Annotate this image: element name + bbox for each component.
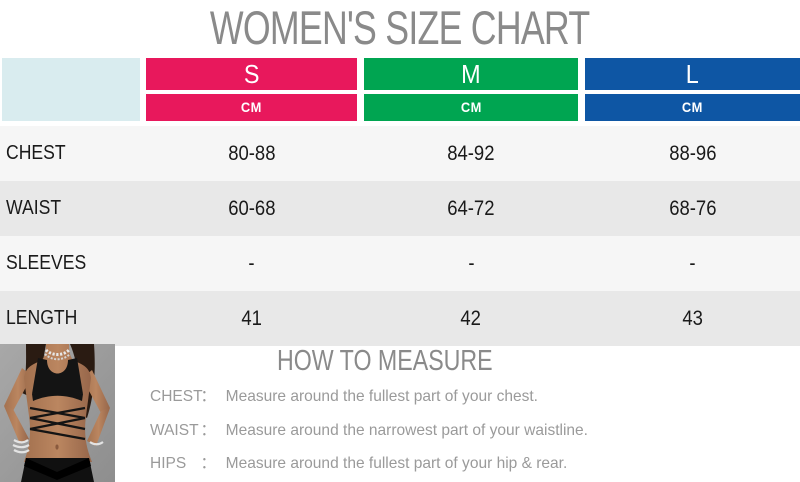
measure-text-hips: Measure around the fullest part of your … (225, 455, 568, 472)
cell-chest-l: 88-96 (585, 126, 800, 181)
row-label-waist-text: WAIST (6, 197, 62, 219)
cell-waist-l: 68-76 (585, 181, 800, 236)
cell-waist-m: 64-72 (364, 181, 578, 236)
measure-colon: ： (200, 455, 216, 472)
measure-text-chest: Measure around the fullest part of your … (225, 388, 538, 405)
measure-text-waist: Measure around the narrowest part of you… (225, 422, 589, 439)
cell-length-m: 42 (364, 291, 578, 346)
cell-sleeves-s: - (146, 236, 357, 291)
measure-instruction-hips: HIPS ： Measure around the fullest part of … (150, 453, 670, 475)
measure-instruction-waist: WAIST： Measure around the narrowest part … (150, 420, 670, 442)
row-label-length-text: LENGTH (6, 307, 78, 329)
page-title-text: WOMEN'S SIZE CHART (210, 1, 590, 54)
cell-sleeves-m: - (364, 236, 578, 291)
unit-header-l: CM (585, 94, 800, 121)
cell-waist-l-text: 68-76 (668, 197, 717, 220)
table-row-chest: CHEST 80-88 84-92 88-96 (0, 126, 800, 181)
cell-chest-s: 80-88 (146, 126, 357, 181)
unit-header-m-label: CM (460, 99, 482, 115)
size-header-l: L (585, 58, 800, 90)
measure-label-hips: HIPS (150, 455, 187, 472)
cell-length-l: 43 (585, 291, 800, 346)
measure-label-waist: WAIST (150, 422, 199, 439)
unit-header-s-label: CM (241, 99, 262, 115)
unit-header-l-label: CM (682, 99, 703, 115)
how-to-measure-title-text: HOW TO MEASURE (277, 345, 493, 377)
table-row-length: LENGTH 41 42 43 (0, 291, 800, 346)
measure-instruction-chest: CHEST： Measure around the fullest part of… (150, 386, 670, 408)
header-corner-cell (2, 58, 140, 121)
cell-waist-s-text: 60-68 (227, 197, 276, 220)
size-header-s-label: S (243, 59, 260, 89)
cell-length-m-text: 42 (460, 307, 482, 330)
row-label-chest: CHEST (0, 126, 140, 181)
row-label-sleeves-text: SLEEVES (6, 252, 87, 274)
table-row-sleeves: SLEEVES - - - (0, 236, 800, 291)
table-row-waist: WAIST 60-68 64-72 68-76 (0, 181, 800, 236)
measure-colon: ： (200, 388, 216, 405)
row-label-waist: WAIST (0, 181, 140, 236)
size-header-m: M (364, 58, 578, 90)
how-to-measure-title: HOW TO MEASURE (170, 346, 600, 376)
cell-chest-m-text: 84-92 (447, 142, 495, 165)
cell-length-s-text: 41 (241, 307, 262, 330)
cell-waist-m-text: 64-72 (447, 197, 495, 220)
page-title: WOMEN'S SIZE CHART (0, 0, 800, 57)
measure-colon: ： (200, 422, 216, 439)
measure-label-chest: CHEST (150, 388, 203, 405)
model-photo-illustration (0, 344, 115, 482)
cell-chest-l-text: 88-96 (668, 142, 717, 165)
cell-sleeves-m-text: - (467, 252, 475, 275)
unit-header-m: CM (364, 94, 578, 121)
cell-length-l-text: 43 (682, 307, 703, 330)
cell-chest-m: 84-92 (364, 126, 578, 181)
model-photo (0, 344, 115, 482)
cell-sleeves-l-text: - (689, 252, 696, 275)
cell-waist-s: 60-68 (146, 181, 357, 236)
unit-header-s: CM (146, 94, 357, 121)
cell-sleeves-l: - (585, 236, 800, 291)
row-label-length: LENGTH (0, 291, 140, 346)
row-label-chest-text: CHEST (6, 142, 66, 164)
cell-chest-s-text: 80-88 (227, 142, 276, 165)
cell-sleeves-s-text: - (248, 252, 255, 275)
size-header-m-label: M (461, 59, 481, 89)
size-header-s: S (146, 58, 357, 90)
row-label-sleeves: SLEEVES (0, 236, 140, 291)
cell-length-s: 41 (146, 291, 357, 346)
size-header-l-label: L (685, 59, 700, 89)
